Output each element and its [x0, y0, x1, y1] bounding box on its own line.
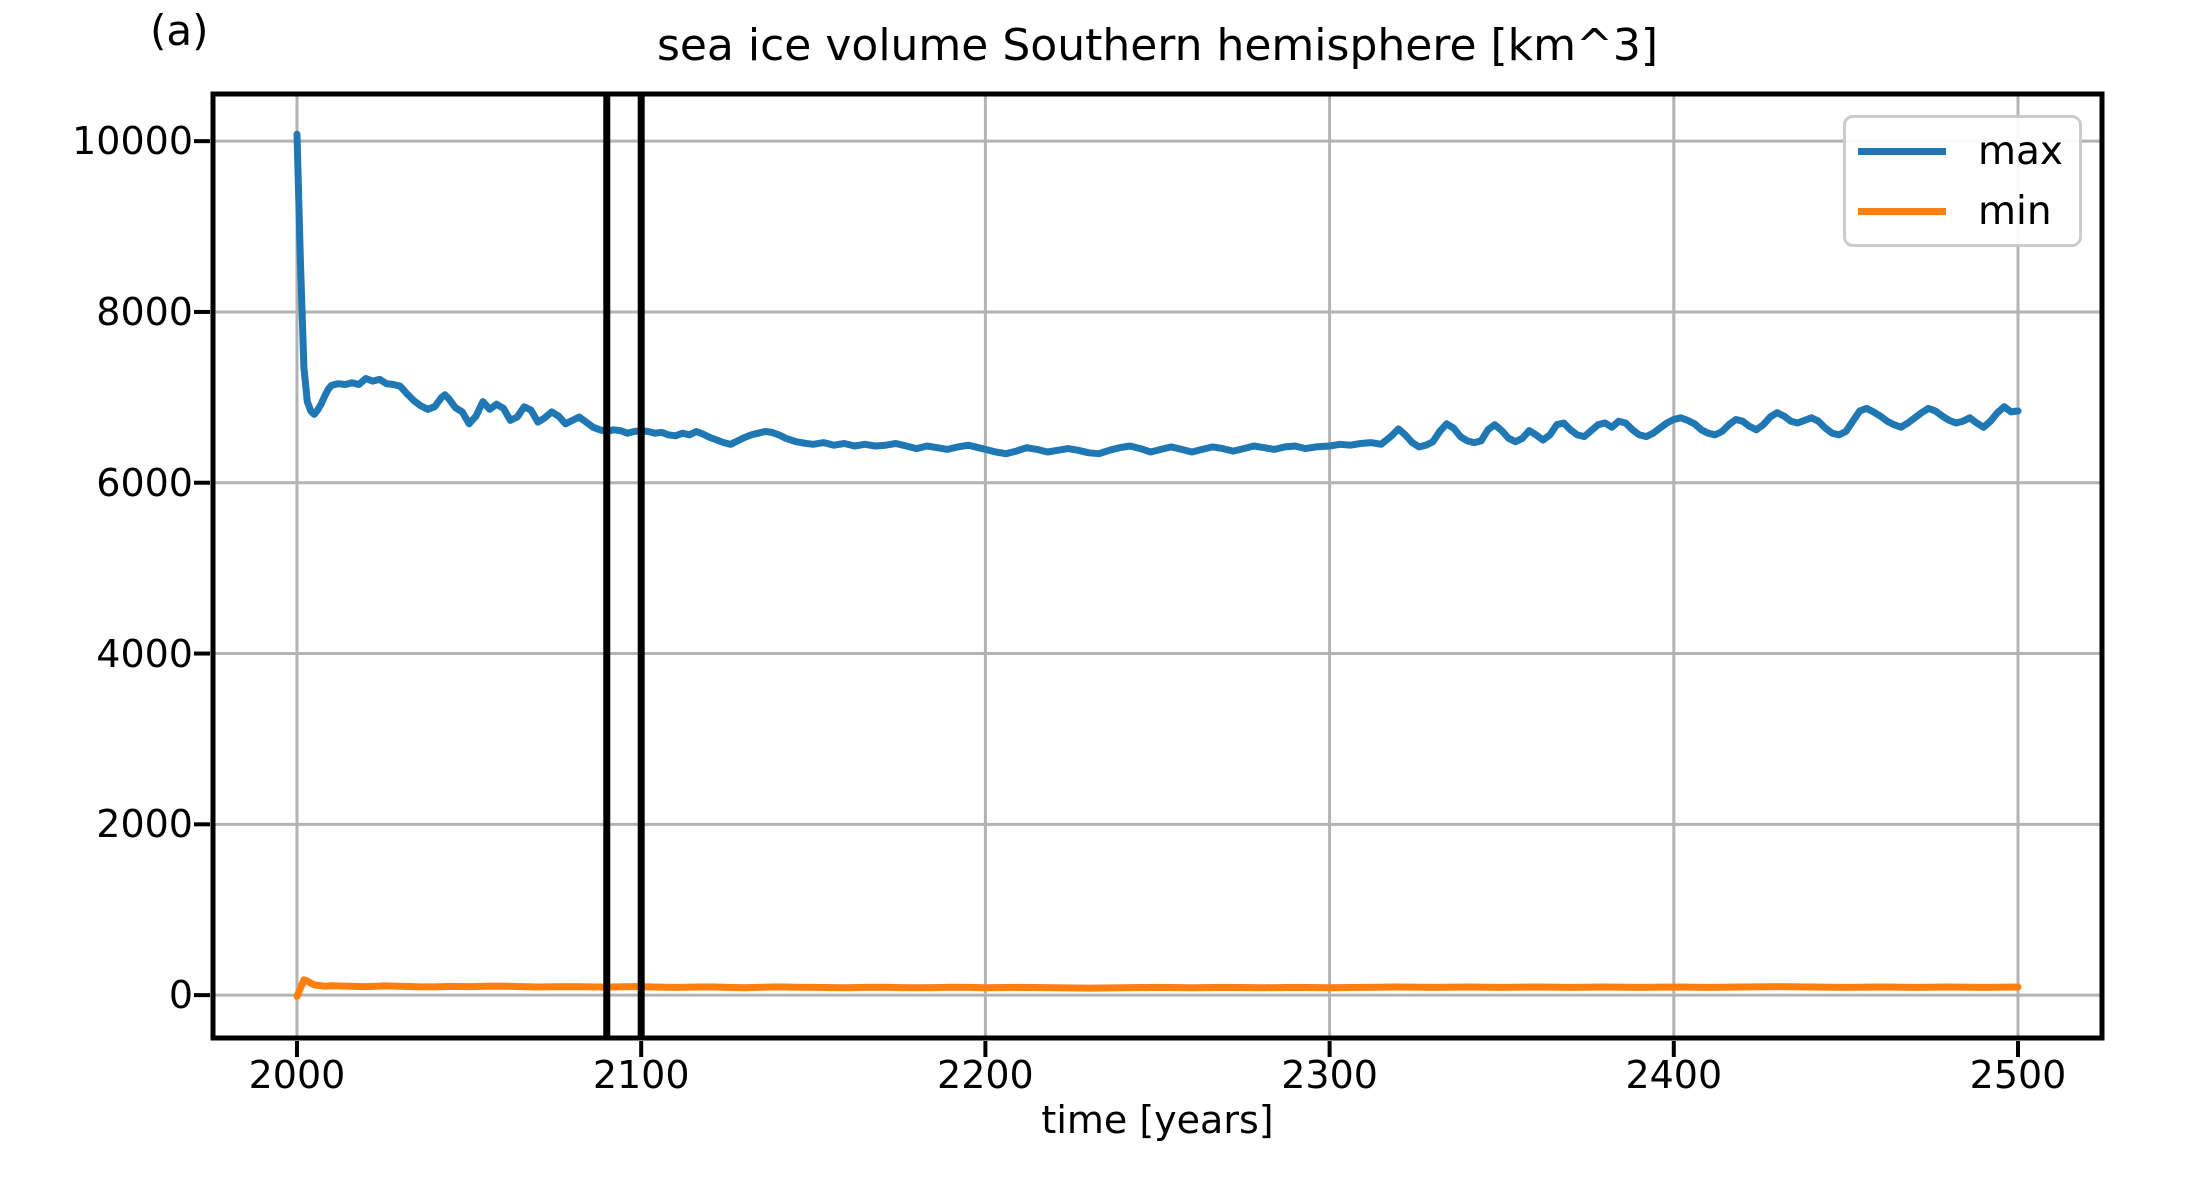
legend-line-sample-max [1858, 147, 1946, 155]
legend-entry-max: max [1846, 129, 2079, 173]
legend-label-min: min [1978, 188, 2052, 234]
legend-line-sample-min [1858, 207, 1946, 215]
x-tick-label: 2300 [1281, 1053, 1378, 1097]
x-axis-label: time [years] [1041, 1098, 1274, 1142]
x-tick-label: 2100 [592, 1053, 690, 1097]
y-tick-label: 2000 [96, 802, 193, 847]
y-tick-label: 8000 [96, 289, 193, 334]
x-tick-label: 2500 [1969, 1053, 2067, 1097]
y-tick-label: 6000 [96, 460, 193, 505]
y-tick-label: 10000 [72, 119, 193, 164]
axes-spines [210, 91, 2105, 1041]
x-tick-label: 2200 [937, 1053, 1034, 1097]
chart-title: sea ice volume Southern hemisphere [km^3… [656, 20, 1659, 71]
y-tick-label: 4000 [96, 631, 193, 676]
x-tick-label: 2000 [248, 1053, 346, 1097]
figure-label: (a) [150, 6, 209, 55]
series-line-max [293, 130, 2022, 458]
legend-entry-min: min [1846, 189, 2079, 233]
y-tick-label: 0 [168, 973, 193, 1018]
series-line-min [293, 976, 2022, 1000]
legend-label-max: max [1978, 128, 2063, 174]
legend: max min [1843, 115, 2082, 247]
x-tick-label: 2400 [1625, 1053, 1723, 1097]
